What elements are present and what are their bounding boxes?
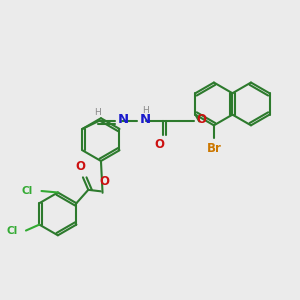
Text: O: O — [100, 175, 110, 188]
Text: H: H — [142, 106, 149, 115]
Text: Cl: Cl — [6, 226, 18, 236]
Text: Cl: Cl — [22, 186, 33, 196]
Text: Br: Br — [206, 142, 221, 155]
Text: N: N — [140, 113, 151, 127]
Text: N: N — [118, 113, 129, 127]
Text: H: H — [94, 108, 101, 117]
Text: O: O — [154, 138, 164, 152]
Text: O: O — [76, 160, 85, 173]
Text: O: O — [196, 112, 206, 126]
